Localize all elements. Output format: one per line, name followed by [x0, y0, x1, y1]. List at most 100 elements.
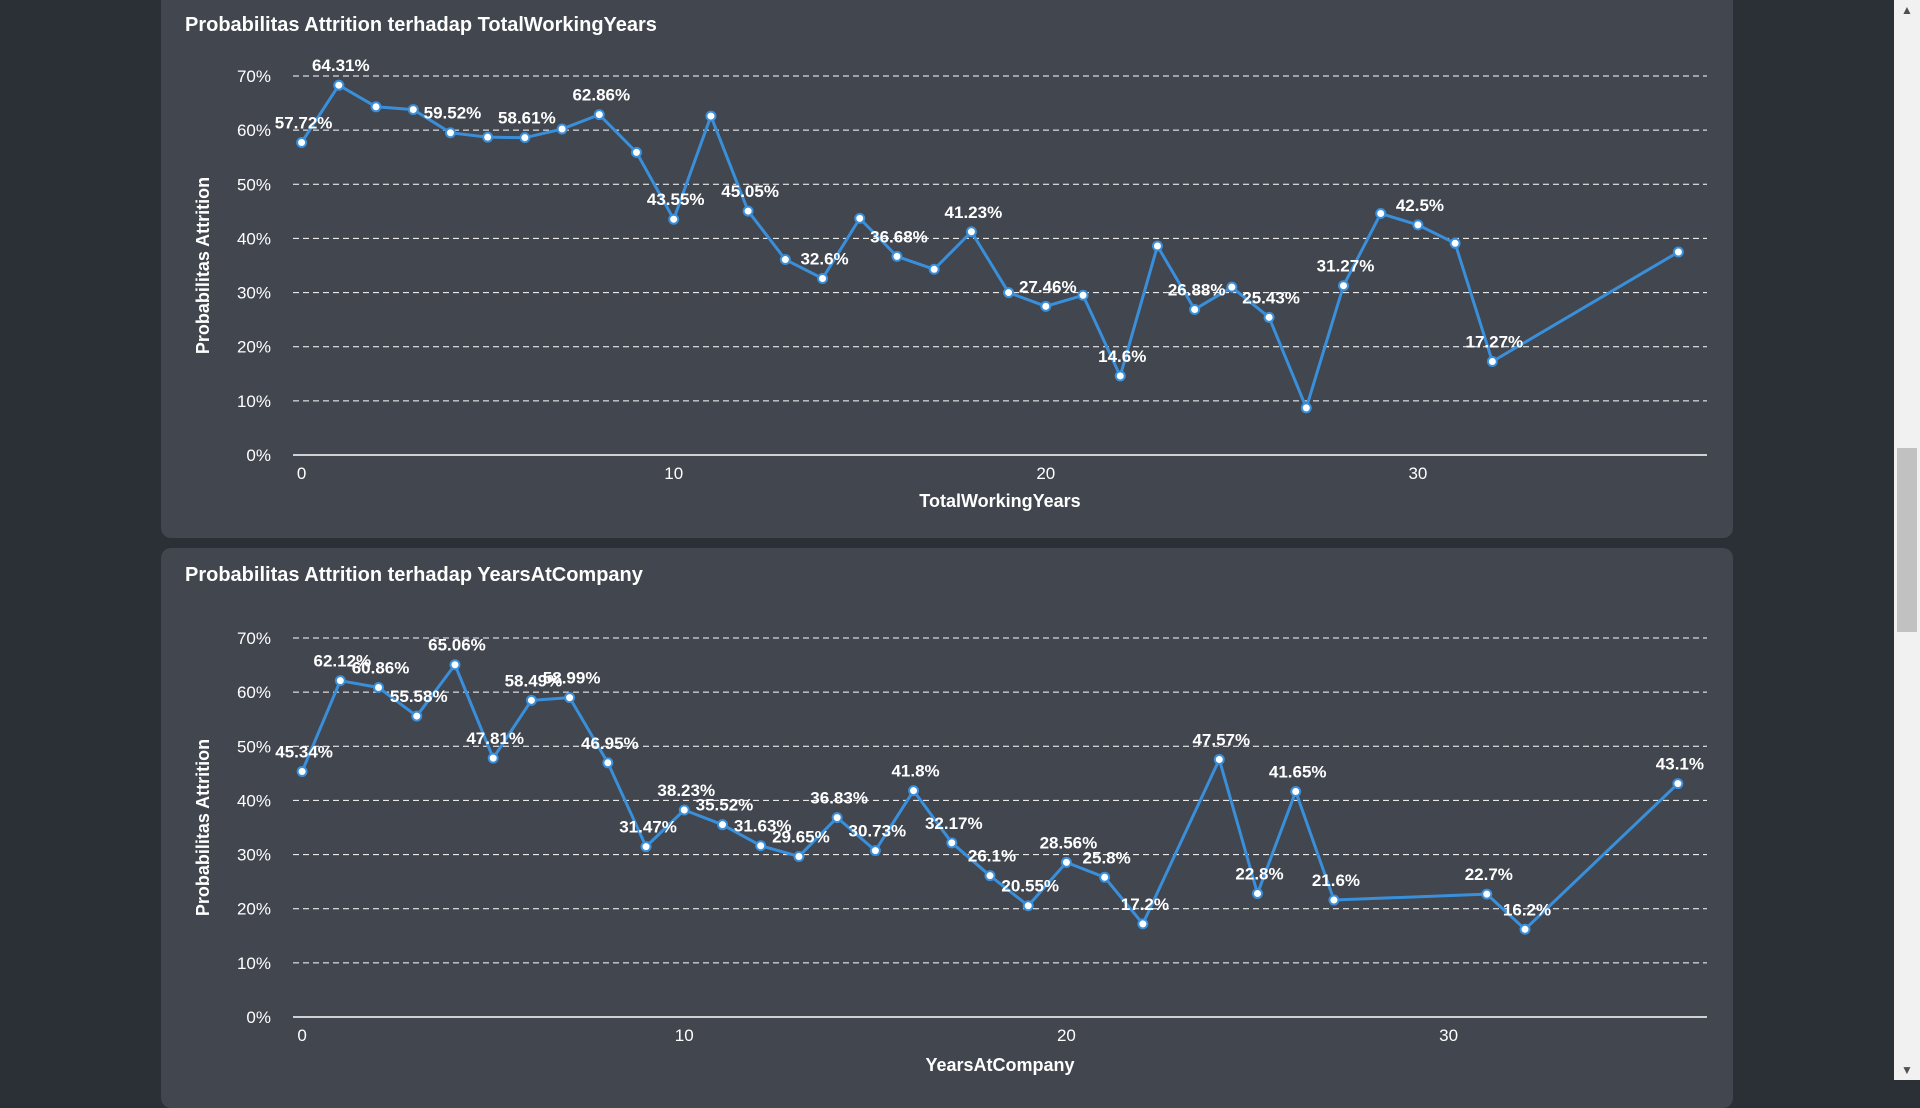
y-tick-label: 60%: [237, 121, 271, 140]
data-point[interactable]: [1290, 785, 1302, 797]
data-point[interactable]: [411, 710, 423, 722]
data-point[interactable]: [519, 132, 531, 144]
scroll-down-arrow-icon[interactable]: ▼: [1901, 1063, 1913, 1077]
data-point[interactable]: [891, 250, 903, 262]
chart-title: Probabilitas Attrition terhadap YearsAtC…: [185, 564, 643, 586]
y-tick-label: 70%: [237, 67, 271, 86]
data-point[interactable]: [928, 263, 940, 275]
data-point[interactable]: [1022, 900, 1034, 912]
data-point[interactable]: [1226, 281, 1238, 293]
data-point[interactable]: [965, 226, 977, 238]
data-point[interactable]: [1672, 778, 1684, 790]
data-point[interactable]: [755, 840, 767, 852]
data-point[interactable]: [1213, 753, 1225, 765]
data-point[interactable]: [742, 205, 754, 217]
data-point[interactable]: [1077, 289, 1089, 301]
x-tick-label: 10: [675, 1026, 694, 1045]
y-tick-label: 60%: [237, 683, 271, 702]
data-point[interactable]: [678, 804, 690, 816]
data-label: 46.95%: [581, 734, 639, 753]
data-point[interactable]: [1252, 888, 1264, 900]
data-label: 38.23%: [657, 781, 715, 800]
data-point[interactable]: [1375, 208, 1387, 220]
data-point[interactable]: [631, 146, 642, 158]
data-point[interactable]: [1114, 370, 1126, 382]
data-point[interactable]: [333, 79, 345, 91]
data-label: 43.55%: [647, 190, 705, 209]
data-label: 16.2%: [1503, 900, 1551, 919]
data-label: 31.63%: [734, 817, 792, 836]
data-point[interactable]: [556, 123, 568, 135]
data-label: 59.52%: [424, 104, 482, 123]
data-label: 30.73%: [849, 822, 907, 841]
data-point[interactable]: [444, 127, 456, 139]
data-point[interactable]: [705, 110, 717, 122]
data-label: 65.06%: [428, 636, 486, 655]
data-point[interactable]: [1300, 402, 1312, 414]
data-point[interactable]: [1060, 856, 1072, 868]
data-point[interactable]: [1449, 237, 1461, 249]
data-point[interactable]: [487, 752, 499, 764]
data-label: 36.83%: [810, 789, 868, 808]
data-point[interactable]: [817, 272, 829, 284]
data-label: 21.6%: [1312, 871, 1360, 890]
scrollbar-thumb[interactable]: [1897, 448, 1917, 632]
data-point[interactable]: [984, 870, 996, 882]
data-label: 62.12%: [313, 652, 371, 671]
data-point[interactable]: [869, 845, 881, 857]
data-point[interactable]: [946, 837, 958, 849]
vertical-scrollbar[interactable]: ▲ ▼: [1894, 0, 1920, 1080]
data-point[interactable]: [793, 850, 805, 862]
data-label: 35.52%: [696, 796, 754, 815]
data-point[interactable]: [449, 659, 461, 671]
data-point[interactable]: [831, 812, 843, 824]
data-point[interactable]: [1099, 871, 1111, 883]
data-label: 26.88%: [1168, 280, 1226, 299]
data-point[interactable]: [1328, 894, 1340, 906]
data-point[interactable]: [1672, 246, 1684, 258]
data-point[interactable]: [482, 131, 494, 143]
data-point[interactable]: [1151, 240, 1163, 252]
data-point[interactable]: [668, 213, 680, 225]
data-point[interactable]: [407, 104, 419, 116]
data-point[interactable]: [1412, 219, 1424, 231]
data-point[interactable]: [296, 766, 308, 778]
data-point[interactable]: [1263, 311, 1275, 323]
data-point[interactable]: [1486, 355, 1498, 367]
data-point[interactable]: [1137, 918, 1149, 930]
data-point[interactable]: [593, 109, 605, 121]
data-label: 41.65%: [1269, 762, 1327, 781]
data-point[interactable]: [525, 694, 537, 706]
data-point[interactable]: [908, 785, 920, 797]
data-point[interactable]: [1519, 923, 1531, 935]
x-tick-label: 30: [1408, 464, 1427, 483]
x-tick-label: 30: [1439, 1026, 1458, 1045]
data-label: 17.2%: [1121, 895, 1169, 914]
data-label: 42.5%: [1396, 196, 1444, 215]
x-tick-label: 0: [297, 1026, 306, 1045]
chart-title: Probabilitas Attrition terhadap TotalWor…: [185, 14, 657, 36]
data-point[interactable]: [602, 757, 614, 769]
y-tick-label: 20%: [237, 900, 271, 919]
data-label: 32.17%: [925, 814, 983, 833]
data-point[interactable]: [373, 681, 385, 693]
data-point[interactable]: [854, 212, 866, 224]
data-point[interactable]: [370, 101, 382, 113]
data-point[interactable]: [1481, 888, 1493, 900]
data-label: 41.8%: [891, 762, 939, 781]
data-point[interactable]: [640, 841, 652, 853]
data-point[interactable]: [779, 254, 791, 266]
data-point[interactable]: [334, 675, 346, 687]
scroll-up-arrow-icon[interactable]: ▲: [1901, 3, 1913, 17]
data-point[interactable]: [564, 692, 576, 704]
data-point[interactable]: [716, 819, 728, 831]
data-point[interactable]: [296, 136, 308, 148]
y-tick-label: 40%: [237, 229, 271, 248]
data-label: 31.27%: [1317, 257, 1375, 276]
data-point[interactable]: [1338, 280, 1349, 292]
y-tick-label: 50%: [237, 175, 271, 194]
data-point[interactable]: [1003, 287, 1015, 299]
data-point[interactable]: [1040, 300, 1052, 312]
y-tick-label: 40%: [237, 791, 271, 810]
data-point[interactable]: [1189, 303, 1201, 315]
